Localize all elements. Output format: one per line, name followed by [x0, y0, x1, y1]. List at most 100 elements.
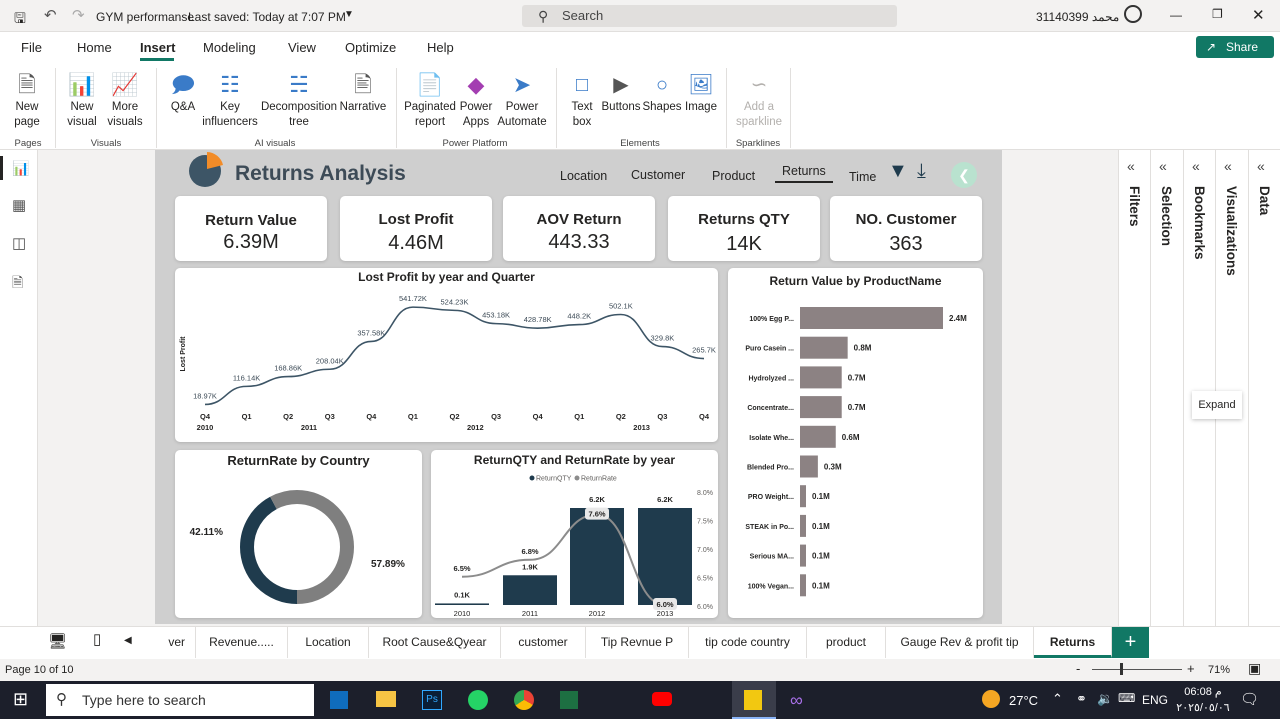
tab-page[interactable]: ver [146, 627, 196, 658]
tab-page[interactable]: Gauge Rev & profit tip [886, 627, 1034, 658]
avatar[interactable] [1124, 5, 1142, 23]
paginated-report-button[interactable]: 📄 Paginated report [402, 70, 458, 130]
network-icon[interactable]: ⚭ [1076, 691, 1087, 706]
volume-icon[interactable]: 🔉 [1097, 691, 1114, 706]
windows-start-icon[interactable]: ⊞ [13, 689, 29, 709]
buttons-button[interactable]: ▶ Buttons [600, 70, 642, 115]
narrative-button[interactable]: 🖹 Narrative [338, 70, 388, 115]
tab-page[interactable]: tip code country [689, 627, 807, 658]
filters-pane[interactable]: « Filters [1118, 150, 1150, 626]
tray-chevron-icon[interactable]: ⌃ [1052, 691, 1063, 706]
zoom-slider-thumb[interactable] [1120, 663, 1123, 675]
bar [503, 575, 557, 605]
fit-page-icon[interactable]: ▣ [1248, 660, 1262, 676]
chevron-left-icon[interactable]: « [1127, 158, 1135, 174]
share-button[interactable]: ↗ Share [1196, 36, 1274, 58]
restore-icon[interactable]: ❐ [1212, 7, 1223, 21]
power-automate-button[interactable]: ➤ Power Automate [494, 70, 550, 130]
shapes-button[interactable]: ○ Shapes [642, 70, 682, 115]
tab-returns-active[interactable]: Returns [1034, 627, 1112, 658]
selection-pane[interactable]: « Selection [1150, 150, 1183, 626]
youtube-icon[interactable] [652, 692, 672, 706]
menu-home[interactable]: Home [77, 40, 112, 55]
zoom-in-icon[interactable]: + [1187, 661, 1195, 676]
model-view-icon[interactable]: ◫ [12, 235, 27, 252]
qa-button[interactable]: 🗩 Q&A [164, 70, 202, 115]
key-influencers-button[interactable]: ☷ Key influencers [200, 70, 260, 130]
excel-icon[interactable] [560, 691, 578, 709]
nav-product[interactable]: Product [712, 169, 756, 183]
filter-icon[interactable]: ⤓ [917, 160, 926, 182]
nav-returns[interactable]: Returns [782, 164, 826, 178]
decomposition-tree-button[interactable]: ☵ Decomposition tree [260, 70, 338, 130]
tab-page[interactable]: customer [501, 627, 586, 658]
returnqty-combo-chart[interactable]: ReturnQTY and ReturnRate by year ReturnQ… [431, 450, 718, 618]
search-box[interactable]: ⚲ Search [522, 5, 897, 27]
keyboard-icon[interactable]: ⌨ [1118, 691, 1136, 705]
sparkline-button[interactable]: ∽ Add a sparkline [732, 70, 786, 130]
tab-page[interactable]: Tip Revnue P [586, 627, 689, 658]
save-icon[interactable]: 🖫 [14, 10, 26, 26]
table-view-icon[interactable]: ▦ [12, 197, 27, 214]
bookmarks-pane[interactable]: « Bookmarks [1183, 150, 1215, 626]
nav-time[interactable]: Time [849, 170, 877, 184]
nav-location[interactable]: Location [560, 169, 608, 183]
menu-optimize[interactable]: Optimize [345, 40, 397, 55]
menu-insert[interactable]: Insert [140, 40, 176, 55]
chevron-down-icon[interactable]: ▼ [344, 9, 354, 20]
return-value-bar-chart[interactable]: Return Value by ProductName 100% Egg P..… [728, 268, 983, 618]
new-page-button[interactable]: 🗎 New page [6, 70, 48, 130]
tab-page[interactable]: Revenue..... [196, 627, 288, 658]
chevron-left-icon[interactable]: ◀ [124, 635, 132, 646]
language-indicator[interactable]: ENG [1142, 693, 1169, 707]
photoshop-icon[interactable]: Ps [422, 690, 442, 710]
tab-page[interactable]: Root Cause&Qyear [369, 627, 501, 658]
add-page-button[interactable]: + [1112, 627, 1149, 658]
desktop-layout-icon[interactable]: 🖥 [48, 633, 68, 650]
report-view-icon[interactable]: 📊 [12, 160, 30, 176]
chevron-left-icon[interactable]: « [1224, 158, 1232, 174]
lost-profit-line-chart[interactable]: Lost Profit by year and Quarter Lost Pro… [175, 268, 718, 442]
data-label: 0.8M [854, 344, 872, 353]
clock-time[interactable]: 06:08 م [1184, 686, 1222, 698]
menu-file[interactable]: File [21, 40, 42, 55]
chrome-icon[interactable] [514, 690, 534, 710]
visualizations-pane[interactable]: « Visualizations [1215, 150, 1248, 626]
power-apps-button[interactable]: ◆ Power Apps [456, 70, 496, 130]
redo-icon[interactable]: ↷ [72, 7, 85, 24]
kpi-label: Returns QTY [698, 211, 790, 228]
close-icon[interactable]: ✕ [1252, 7, 1265, 24]
return-rate-donut-chart[interactable]: ReturnRate by Country 42.11% 57.89% [175, 450, 422, 618]
tab-page[interactable]: product [807, 627, 886, 658]
notification-icon[interactable]: 🗨 [1240, 691, 1260, 708]
taskbar-search[interactable]: ⚲ Type here to search [46, 684, 314, 716]
tab-page[interactable]: Location [288, 627, 369, 658]
store-icon[interactable] [330, 691, 348, 709]
nav-customer[interactable]: Customer [631, 168, 686, 182]
chevron-left-icon[interactable]: « [1192, 158, 1200, 174]
image-button[interactable]: 🖼 Image [682, 70, 720, 115]
clear-filter-icon[interactable]: ▼ [888, 160, 908, 182]
menu-modeling[interactable]: Modeling [203, 40, 256, 55]
clock-date[interactable]: ٢٠٢٥/٠٥/٠٦ [1176, 702, 1230, 714]
minimize-icon[interactable]: — [1170, 8, 1182, 22]
new-visual-button[interactable]: 📊 New visual [62, 70, 102, 130]
text-box-button[interactable]: □ Text box [564, 70, 600, 130]
zoom-out-icon[interactable]: - [1076, 661, 1081, 676]
more-visuals-button[interactable]: 📈 More visuals [102, 70, 148, 130]
menu-help[interactable]: Help [427, 40, 454, 55]
chevron-left-icon[interactable]: « [1257, 158, 1265, 174]
dax-view-icon[interactable]: 🗎 [12, 274, 24, 290]
undo-icon[interactable]: ↶ [44, 7, 57, 24]
save-status[interactable]: Last saved: Today at 7:07 PM [188, 10, 346, 24]
zoom-slider[interactable] [1092, 669, 1182, 670]
back-arrow-icon[interactable]: ❮ [951, 162, 977, 188]
menu-view[interactable]: View [288, 40, 316, 55]
powerbi-taskbar-button[interactable] [732, 681, 776, 719]
file-explorer-icon[interactable] [376, 691, 396, 707]
chevron-left-icon[interactable]: « [1159, 158, 1167, 174]
whatsapp-icon[interactable] [468, 690, 488, 710]
mobile-layout-icon[interactable]: ▯ [93, 631, 102, 648]
data-pane[interactable]: « Data [1248, 150, 1280, 626]
visual-studio-icon[interactable]: ∞ [790, 690, 803, 710]
